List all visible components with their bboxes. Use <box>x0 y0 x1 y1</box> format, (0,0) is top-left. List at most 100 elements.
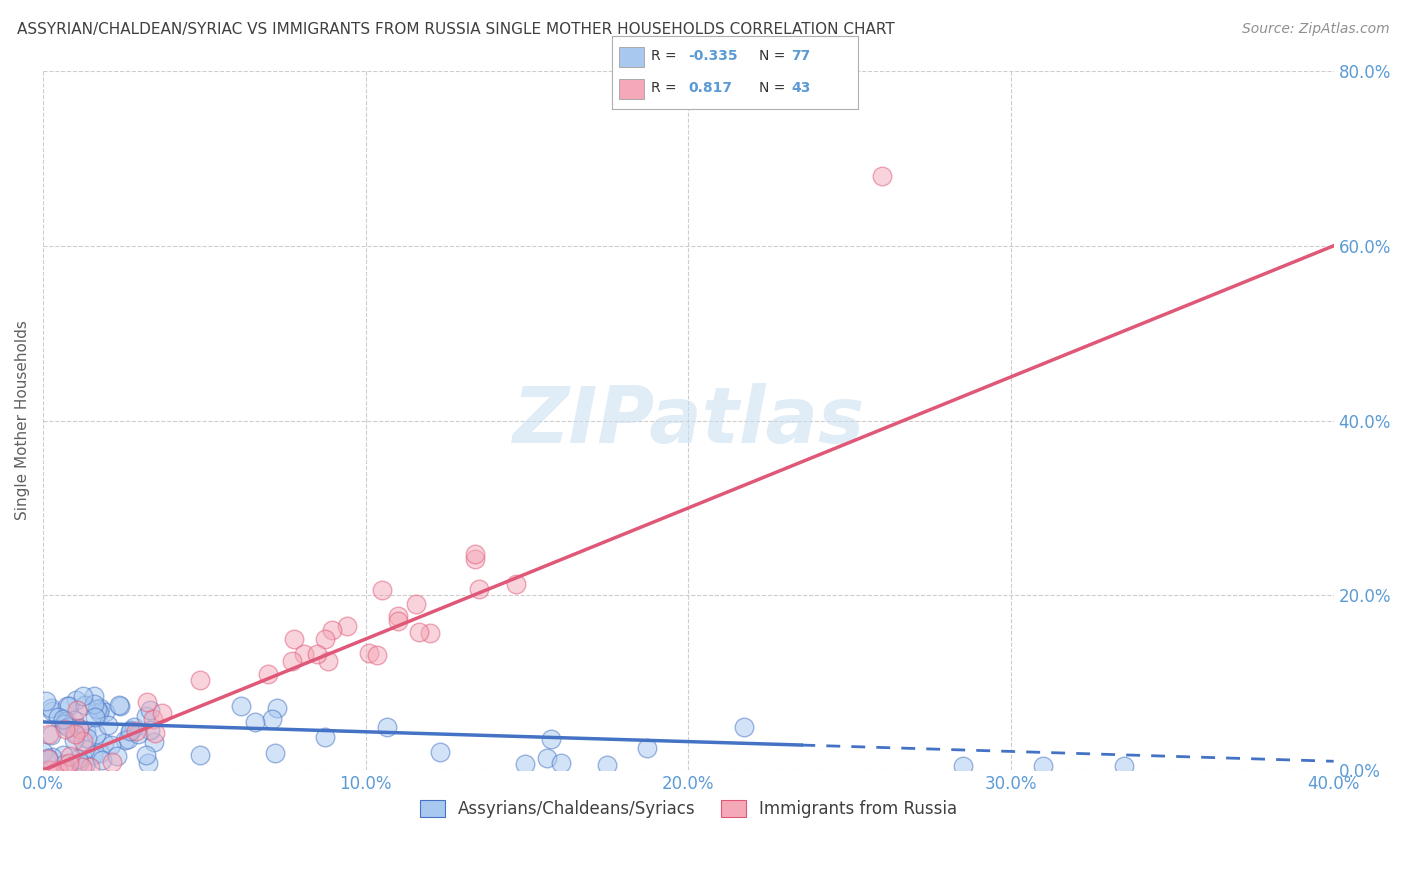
Point <box>1032 758 1054 772</box>
Point <box>89 747 111 761</box>
Point <box>292 647 315 661</box>
Point <box>263 746 285 760</box>
Point <box>188 747 211 762</box>
Point <box>37 752 59 766</box>
Point <box>952 758 974 772</box>
Text: -0.335: -0.335 <box>688 49 738 63</box>
Point <box>108 699 131 714</box>
Point <box>107 698 129 713</box>
Point <box>86 702 108 716</box>
Point <box>596 758 619 772</box>
Point <box>58 756 80 770</box>
Point <box>1112 758 1135 772</box>
Point <box>73 758 96 772</box>
Point <box>316 654 339 668</box>
Point <box>52 717 75 731</box>
Bar <box>619 46 644 67</box>
Text: 43: 43 <box>792 81 811 95</box>
Point <box>65 692 87 706</box>
Point <box>59 749 82 764</box>
Point <box>464 552 486 566</box>
Point <box>73 741 96 756</box>
Point <box>72 689 94 703</box>
Point <box>100 738 122 752</box>
Point <box>262 711 284 725</box>
Point <box>550 756 572 771</box>
Text: R =: R = <box>651 49 676 63</box>
Point <box>375 720 398 734</box>
Point <box>135 708 157 723</box>
Point <box>870 169 893 183</box>
Point <box>336 619 359 633</box>
Text: ZIPatlas: ZIPatlas <box>512 383 865 458</box>
Point <box>114 733 136 747</box>
Point <box>55 763 77 777</box>
Point <box>120 723 142 737</box>
Point <box>84 709 107 723</box>
Point <box>53 722 76 736</box>
Point <box>65 727 87 741</box>
Point <box>41 704 63 718</box>
Point <box>87 705 110 719</box>
Point <box>97 718 120 732</box>
Text: R =: R = <box>651 81 676 95</box>
Point <box>357 646 380 660</box>
Point <box>419 626 441 640</box>
Point <box>84 727 107 741</box>
Point <box>52 712 75 726</box>
Point <box>257 667 280 681</box>
Point <box>135 747 157 762</box>
Point <box>37 750 59 764</box>
Point <box>91 754 114 768</box>
Text: N =: N = <box>759 81 786 95</box>
Point <box>505 577 527 591</box>
Point <box>72 734 94 748</box>
Point <box>72 759 94 773</box>
Point <box>139 723 162 738</box>
Point <box>464 548 486 562</box>
Point <box>283 632 305 646</box>
Point <box>32 746 55 760</box>
Text: Source: ZipAtlas.com: Source: ZipAtlas.com <box>1241 22 1389 37</box>
Point <box>142 734 165 748</box>
Point <box>314 730 336 744</box>
Point <box>307 647 329 661</box>
Point <box>83 689 105 703</box>
Point <box>75 698 97 712</box>
Point <box>66 752 89 766</box>
Point <box>513 756 536 771</box>
Point <box>41 728 63 742</box>
Point <box>63 714 86 728</box>
Point <box>82 748 104 763</box>
Point <box>387 615 409 629</box>
Point <box>58 720 80 734</box>
Point <box>79 760 101 774</box>
Point <box>281 654 304 668</box>
Point <box>733 720 755 734</box>
Point <box>89 701 111 715</box>
Point <box>136 695 159 709</box>
Text: ASSYRIAN/CHALDEAN/SYRIAC VS IMMIGRANTS FROM RUSSIA SINGLE MOTHER HOUSEHOLDS CORR: ASSYRIAN/CHALDEAN/SYRIAC VS IMMIGRANTS F… <box>17 22 894 37</box>
Point <box>117 732 139 747</box>
Point <box>67 721 90 735</box>
Point <box>142 712 165 726</box>
Point <box>55 714 77 728</box>
Bar <box>619 78 644 99</box>
Point <box>636 741 658 756</box>
Point <box>190 673 212 687</box>
Point <box>143 726 166 740</box>
Point <box>41 750 63 764</box>
Text: 0.817: 0.817 <box>688 81 733 95</box>
Point <box>118 724 141 739</box>
Point <box>46 709 69 723</box>
Point <box>100 755 122 769</box>
Point <box>94 706 117 720</box>
Point <box>127 727 149 741</box>
Point <box>536 750 558 764</box>
Point <box>56 699 79 714</box>
Point <box>139 703 162 717</box>
Point <box>266 701 288 715</box>
Point <box>408 624 430 639</box>
Point <box>39 763 62 777</box>
Point <box>429 745 451 759</box>
